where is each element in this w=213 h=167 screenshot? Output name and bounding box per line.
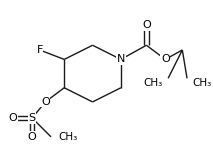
Text: O: O	[161, 54, 170, 64]
Text: O: O	[9, 113, 18, 123]
Text: CH₃: CH₃	[59, 132, 78, 142]
Text: O: O	[41, 97, 50, 107]
Text: N: N	[117, 54, 125, 64]
Text: F: F	[36, 45, 43, 55]
Text: O: O	[142, 20, 151, 30]
Text: CH₃: CH₃	[193, 78, 212, 88]
Text: CH₃: CH₃	[143, 78, 163, 88]
Text: S: S	[29, 113, 36, 123]
Text: O: O	[28, 132, 36, 142]
